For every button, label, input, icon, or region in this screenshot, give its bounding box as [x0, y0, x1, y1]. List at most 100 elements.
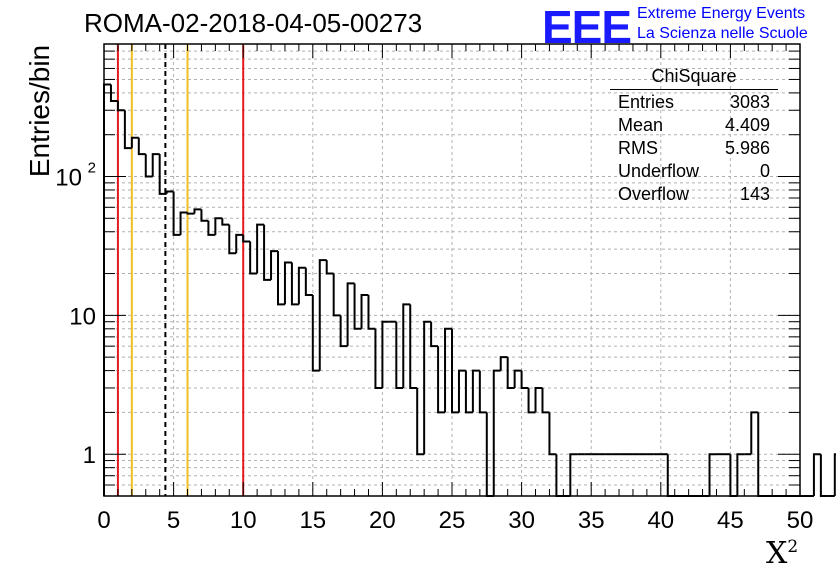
histogram-bin	[409, 304, 418, 389]
histogram-bin	[116, 100, 125, 112]
histogram-bin	[534, 386, 543, 413]
x-tick-label: 35	[578, 507, 605, 534]
histogram-bin	[109, 84, 118, 102]
histogram-bin	[471, 369, 480, 413]
x-tick-label: 20	[369, 507, 396, 534]
stats-value: 5.986	[724, 138, 770, 158]
histogram-bin	[242, 234, 251, 243]
histogram-bin	[423, 320, 432, 455]
x-tick-label: 25	[439, 507, 466, 534]
x-tick-label: 30	[508, 507, 535, 534]
histogram-bin	[402, 303, 411, 388]
histogram-bin	[228, 224, 237, 255]
histogram-bin	[193, 208, 202, 214]
histogram-bin	[277, 251, 285, 306]
histogram-bin	[750, 411, 759, 455]
stats-value: 0	[759, 161, 770, 181]
histogram-bin	[520, 370, 529, 389]
stats-row-overflow: Overflow 143	[610, 183, 778, 206]
histogram-bin	[283, 261, 292, 305]
histogram-bin	[214, 217, 223, 235]
histogram-bin	[318, 259, 327, 371]
stats-box: ChiSquare Entries 3083 Mean 4.409 RMS 5.986…	[610, 66, 778, 206]
histogram-bin	[325, 260, 334, 275]
histogram-bin	[130, 136, 139, 149]
histogram-bin	[513, 369, 522, 388]
stats-row-underflow: Underflow 0	[610, 160, 778, 183]
histogram-bin	[499, 356, 508, 371]
histogram-bin	[833, 453, 836, 496]
chart-title: ROMA-02-2018-04-05-00273	[84, 8, 423, 38]
eee-logo: EEE	[542, 1, 632, 53]
histogram-bin	[548, 412, 557, 456]
x-tick-label: 50	[787, 507, 814, 534]
histogram-bin	[478, 370, 487, 414]
histogram-bin	[367, 295, 376, 330]
histogram-bin	[430, 321, 439, 348]
x-axis-label-sup: 2	[787, 537, 799, 557]
histogram-bin	[506, 357, 515, 389]
histogram-bin	[207, 220, 216, 236]
histogram-bin	[353, 283, 362, 330]
stats-label: RMS	[618, 138, 658, 158]
histogram-bin	[346, 282, 355, 347]
histogram-bin	[464, 370, 473, 414]
x-axis-label-base: X	[766, 536, 788, 571]
histogram-bin	[819, 454, 828, 497]
histogram-bin	[179, 211, 188, 235]
histogram-bin	[444, 327, 452, 413]
histogram-bin	[332, 273, 341, 317]
histogram-bin	[339, 315, 348, 348]
histogram-bin	[123, 110, 132, 150]
histogram-bin	[437, 346, 446, 414]
x-tick-label: 40	[647, 507, 674, 534]
histogram-bin	[249, 241, 258, 275]
stats-value: 4.409	[724, 115, 770, 135]
histogram-bin	[221, 218, 230, 226]
histogram-bin	[186, 212, 195, 215]
stats-row-mean: Mean 4.409	[610, 114, 778, 137]
histogram-bin	[395, 321, 404, 389]
histogram-bin	[235, 233, 244, 254]
histogram-bin	[374, 328, 383, 389]
y-tick-label: 1	[83, 442, 96, 469]
stats-row-entries: Entries 3083	[610, 91, 778, 114]
x-tick-label: 15	[299, 507, 326, 534]
y-axis-label: Entries/bin	[24, 44, 55, 178]
y-tick-label: 10	[55, 164, 82, 191]
stats-row-rms: RMS 5.986	[610, 137, 778, 160]
x-tick-label: 0	[97, 507, 110, 534]
x-tick-label: 45	[717, 507, 744, 534]
histogram-bin	[311, 295, 320, 372]
histogram-bin	[360, 294, 369, 329]
histogram-bin	[812, 453, 821, 496]
stats-label: Underflow	[618, 161, 700, 181]
stats-value: 3083	[729, 92, 770, 112]
histogram-bin	[527, 387, 536, 414]
histogram-bin	[492, 369, 501, 496]
stats-label: Entries	[618, 92, 675, 112]
histogram-bin	[158, 154, 167, 195]
histogram-bin	[297, 266, 306, 305]
histogram-bin	[103, 83, 111, 496]
y-tick-label: 10	[69, 303, 96, 330]
histogram-bin	[290, 262, 299, 306]
histogram-bin	[137, 137, 146, 156]
y-tick-label-sup: 2	[88, 159, 96, 176]
histogram-bin	[165, 190, 174, 194]
histogram-bin	[457, 369, 466, 413]
stats-value: 143	[739, 184, 770, 204]
tagline-line1: Extreme Energy Events	[637, 5, 806, 22]
histogram-bin	[270, 250, 278, 280]
histogram-bin	[708, 453, 717, 496]
histogram-bin	[451, 328, 459, 414]
x-tick-label: 5	[167, 507, 180, 534]
x-tick-label: 10	[230, 507, 257, 534]
x-axis-label: X2	[766, 536, 798, 571]
histogram-bin	[541, 387, 550, 414]
stats-label: Overflow	[618, 184, 690, 204]
tagline-line2: La Scienza nelle Scuole	[637, 25, 808, 42]
histogram-bin	[381, 320, 390, 388]
histogram-bin	[256, 223, 265, 274]
